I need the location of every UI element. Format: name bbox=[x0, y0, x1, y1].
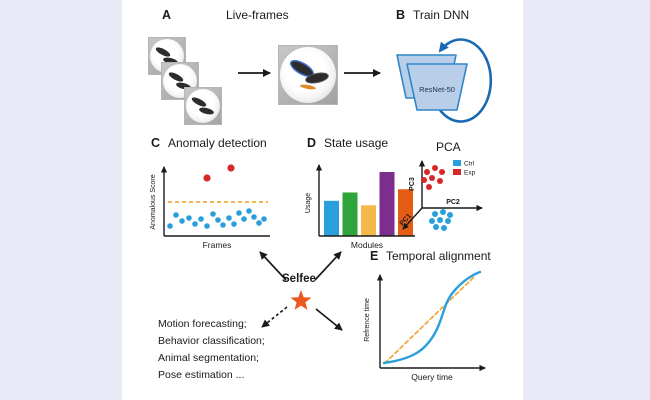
task-item: Motion forecasting; bbox=[158, 318, 247, 330]
resnet-diagram: ResNet-50 bbox=[396, 38, 493, 123]
x-axis-label: Frames bbox=[203, 240, 232, 250]
anomaly-plot: Anomalous Score Frames bbox=[150, 164, 270, 250]
bars-layer bbox=[324, 172, 413, 236]
selfee-label: Selfee bbox=[282, 273, 316, 285]
resnet-label: ResNet-50 bbox=[419, 85, 455, 94]
x-axis-label: Modules bbox=[351, 240, 383, 250]
mouse-icon bbox=[167, 70, 185, 84]
usage-bar-chart: Usage Modules bbox=[305, 164, 415, 250]
legend-label-ctrl: Ctrl bbox=[464, 161, 475, 168]
panel-b-title: Train DNN bbox=[413, 8, 470, 22]
task-item: Pose estimation ... bbox=[158, 369, 245, 381]
temporal-lines-layer bbox=[382, 270, 482, 365]
pca-title: PCA bbox=[436, 140, 461, 154]
pca-plot: PC3 PC2 PC1 Ctrl Exp bbox=[399, 160, 483, 231]
y-axis-label: Usage bbox=[305, 193, 312, 213]
panel-e-title: Temporal alignment bbox=[386, 249, 491, 263]
resnet-front-layer bbox=[406, 63, 468, 111]
live-frame-3 bbox=[184, 87, 222, 125]
y-axis-label: Refrence time bbox=[364, 298, 371, 342]
task-item: Animal segmentation; bbox=[158, 352, 259, 364]
panel-e-label: E bbox=[370, 249, 379, 263]
panel-c-title: Anomaly detection bbox=[168, 136, 267, 150]
pc3-axis-label: PC3 bbox=[409, 177, 416, 191]
panel-a-label: A bbox=[162, 8, 172, 22]
panel-d-title: State usage bbox=[324, 136, 389, 150]
pc2-axis-label: PC2 bbox=[446, 199, 460, 206]
legend-label-exp: Exp bbox=[464, 170, 476, 177]
x-axis-label: Query time bbox=[411, 372, 453, 382]
y-axis-label: Anomalous Score bbox=[150, 174, 157, 229]
legend-swatch-exp bbox=[453, 169, 461, 175]
live-frame-highlighted bbox=[278, 45, 338, 105]
anomaly-data-layer bbox=[167, 164, 268, 229]
legend-swatch-ctrl bbox=[453, 160, 461, 166]
pca-data-layer bbox=[421, 165, 453, 231]
mouse-icon bbox=[190, 95, 208, 109]
panel-b-label: B bbox=[396, 8, 406, 22]
temporal-plot: Refrence time Query time bbox=[364, 270, 486, 382]
task-item: Behavior classification; bbox=[158, 335, 265, 347]
panel-c-label: C bbox=[151, 136, 161, 150]
task-list: Motion forecasting; Behavior classificat… bbox=[158, 316, 265, 384]
panel-a-title: Live-frames bbox=[226, 8, 289, 22]
training-loop-arrow bbox=[429, 38, 493, 123]
trajectory-streak-icon bbox=[299, 83, 317, 91]
mouse-icon bbox=[198, 106, 215, 116]
panel-d-label: D bbox=[307, 136, 317, 150]
arena bbox=[280, 47, 336, 103]
arena bbox=[186, 89, 220, 123]
mouse-icon bbox=[154, 45, 172, 59]
pc1-axis bbox=[402, 207, 423, 230]
